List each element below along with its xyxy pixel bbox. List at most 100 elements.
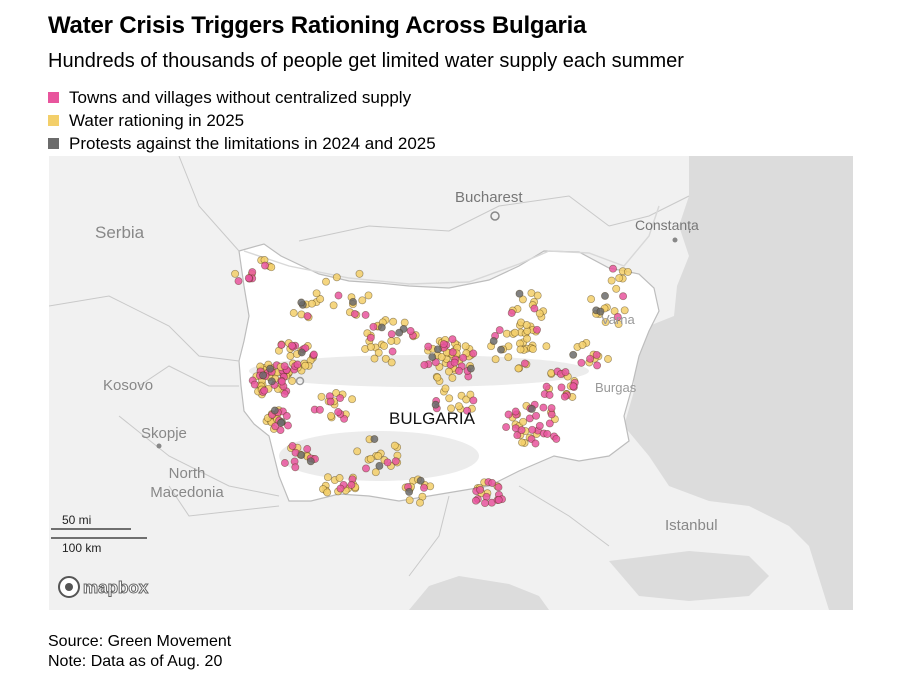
map-point bbox=[514, 364, 523, 373]
map-point bbox=[231, 269, 240, 278]
map-point bbox=[619, 292, 628, 301]
map-point bbox=[266, 364, 275, 373]
border-lines bbox=[49, 156, 690, 577]
map-point bbox=[309, 350, 318, 359]
map-point bbox=[592, 350, 601, 359]
legend-swatch-rationing bbox=[48, 115, 59, 126]
map-point bbox=[463, 406, 472, 415]
map-point bbox=[416, 476, 425, 485]
map-point bbox=[471, 496, 480, 505]
map-point bbox=[336, 484, 345, 493]
map-point bbox=[561, 368, 570, 377]
map-point bbox=[578, 341, 587, 349]
map-point bbox=[466, 364, 475, 373]
map-point bbox=[340, 414, 349, 423]
map-point bbox=[459, 353, 468, 362]
map-point bbox=[545, 391, 554, 399]
map-point bbox=[431, 400, 440, 409]
map-point bbox=[383, 458, 392, 467]
map-point bbox=[610, 307, 619, 316]
map-point bbox=[466, 390, 475, 399]
map-point bbox=[424, 342, 433, 351]
legend-item-no-supply: Towns and villages without centralized s… bbox=[48, 86, 436, 109]
map-point bbox=[267, 377, 276, 386]
map-point bbox=[377, 323, 386, 332]
map-point bbox=[370, 354, 379, 363]
map-point bbox=[276, 426, 285, 435]
map-point bbox=[520, 359, 529, 368]
map-point bbox=[282, 412, 291, 420]
map-point bbox=[531, 439, 540, 448]
map-point bbox=[495, 326, 504, 335]
label-bulgaria-country: BULGARIA bbox=[389, 409, 476, 428]
map-point bbox=[371, 468, 380, 477]
map-point bbox=[494, 495, 503, 504]
map-point bbox=[291, 463, 300, 472]
map-point bbox=[518, 438, 526, 447]
map-point bbox=[439, 340, 448, 349]
map-point bbox=[307, 299, 316, 308]
map-point bbox=[361, 310, 370, 319]
map-point bbox=[593, 361, 602, 370]
legend-swatch-protests bbox=[48, 138, 59, 149]
map-point bbox=[244, 274, 253, 283]
map-point bbox=[569, 350, 578, 359]
scale-mi-label: 50 mi bbox=[62, 513, 91, 527]
map-point bbox=[362, 464, 370, 473]
mapbox-logo-dot bbox=[65, 583, 73, 591]
map-point bbox=[469, 396, 478, 405]
map-point bbox=[289, 309, 298, 317]
skopje-marker-icon bbox=[156, 443, 162, 449]
map-point bbox=[387, 330, 396, 339]
map-point bbox=[519, 417, 528, 426]
map-point bbox=[416, 498, 424, 507]
legend-label-no-supply: Towns and villages without centralized s… bbox=[69, 87, 412, 107]
map-point bbox=[431, 358, 440, 367]
scale-km-label: 100 km bbox=[62, 541, 101, 555]
map-point bbox=[455, 366, 463, 375]
map-point bbox=[517, 426, 526, 435]
map-point bbox=[615, 274, 624, 283]
map-point bbox=[612, 284, 621, 293]
map-point bbox=[513, 431, 522, 440]
map-point bbox=[322, 277, 330, 286]
map-point bbox=[381, 354, 390, 363]
map-point bbox=[297, 451, 306, 460]
map-point bbox=[623, 267, 632, 276]
map-point bbox=[542, 342, 551, 351]
map-point bbox=[528, 425, 537, 434]
map-point bbox=[530, 304, 539, 313]
map-point bbox=[288, 377, 297, 385]
map-point bbox=[334, 291, 343, 300]
map-point bbox=[261, 261, 269, 270]
map-point bbox=[469, 349, 478, 358]
legend-item-rationing: Water rationing in 2025 bbox=[48, 109, 436, 132]
map-point bbox=[527, 404, 536, 413]
label-kosovo: Kosovo bbox=[103, 377, 153, 394]
map-point bbox=[515, 289, 524, 298]
footer: Source: Green Movement Note: Data as of … bbox=[48, 632, 231, 672]
map-point bbox=[303, 312, 312, 321]
map-point bbox=[364, 291, 373, 300]
map-point bbox=[358, 296, 367, 305]
map-point bbox=[488, 479, 497, 487]
map-point bbox=[601, 318, 610, 327]
map-point bbox=[312, 289, 321, 298]
map-point bbox=[327, 411, 335, 420]
map-point bbox=[315, 405, 324, 414]
label-constanta: Constanța bbox=[635, 217, 699, 233]
map-point bbox=[444, 367, 453, 376]
map-point bbox=[445, 394, 454, 403]
data-date-note: Note: Data as of Aug. 20 bbox=[48, 653, 223, 670]
map-point bbox=[607, 276, 616, 285]
map-point bbox=[388, 347, 397, 356]
chart-subtitle: Hundreds of thousands of people get limi… bbox=[48, 50, 684, 72]
map-point bbox=[507, 309, 516, 317]
map-point bbox=[332, 389, 341, 397]
map-point bbox=[552, 434, 561, 443]
map-panel[interactable]: Bucharest Constanța Serbia Kosovo Skopje… bbox=[49, 156, 853, 610]
map-point bbox=[366, 333, 375, 342]
mapbox-logo[interactable]: mapbox bbox=[58, 576, 149, 598]
map-point bbox=[448, 335, 457, 344]
map-point bbox=[405, 487, 414, 496]
